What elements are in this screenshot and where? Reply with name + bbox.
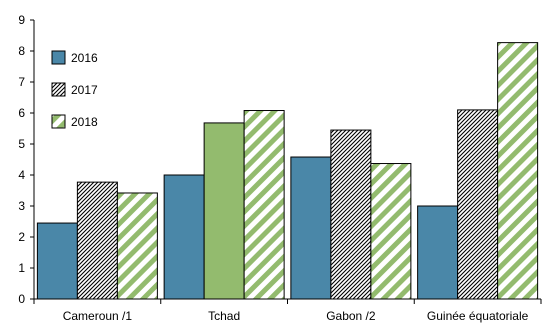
legend-swatch-2018 <box>51 114 66 129</box>
bar-2017-0 <box>76 181 118 300</box>
bar-2018-3 <box>497 42 539 300</box>
y-tick-label: 4 <box>18 168 25 182</box>
y-tick-label: 6 <box>18 106 25 120</box>
x-tick-label: Guinée équatoriale <box>427 309 529 323</box>
x-tick-label: Tchad <box>208 309 240 323</box>
bar-2016-2 <box>290 156 332 300</box>
legend: 2016 2017 2018 <box>51 50 98 129</box>
legend-swatch-2016 <box>51 50 66 65</box>
x-tick-label: Gabon /2 <box>326 309 376 323</box>
bar-2018-1 <box>243 110 285 300</box>
y-tick-label: 3 <box>18 199 25 213</box>
legend-label: 2018 <box>71 115 98 129</box>
y-tick-label: 1 <box>18 261 25 275</box>
bar-2016-0 <box>36 222 78 300</box>
y-axis: 0 1 2 3 4 5 6 7 8 9 <box>18 13 35 306</box>
y-tick-label: 5 <box>18 137 25 151</box>
y-tick-label: 0 <box>18 292 25 306</box>
bar-2016-1 <box>163 174 205 300</box>
bar-2017-2 <box>330 129 372 300</box>
bar-2018-0 <box>116 192 158 300</box>
bar-2017-1 <box>203 122 245 300</box>
y-tick-label: 8 <box>18 44 25 58</box>
bar-2018-2 <box>370 163 412 300</box>
x-axis: Cameroun /1 Tchad Gabon /2 Guinée équatoria… <box>33 298 542 323</box>
legend-label: 2016 <box>71 51 98 65</box>
legend-swatch-2017 <box>51 82 66 97</box>
legend-label: 2017 <box>71 83 98 97</box>
x-tick-label: Cameroun /1 <box>63 309 133 323</box>
bar-2017-3 <box>457 109 499 300</box>
bars <box>36 42 539 300</box>
bar-2016-3 <box>417 205 459 300</box>
y-tick-label: 2 <box>18 230 25 244</box>
y-tick-label: 7 <box>18 75 25 89</box>
y-tick-label: 9 <box>18 13 25 27</box>
